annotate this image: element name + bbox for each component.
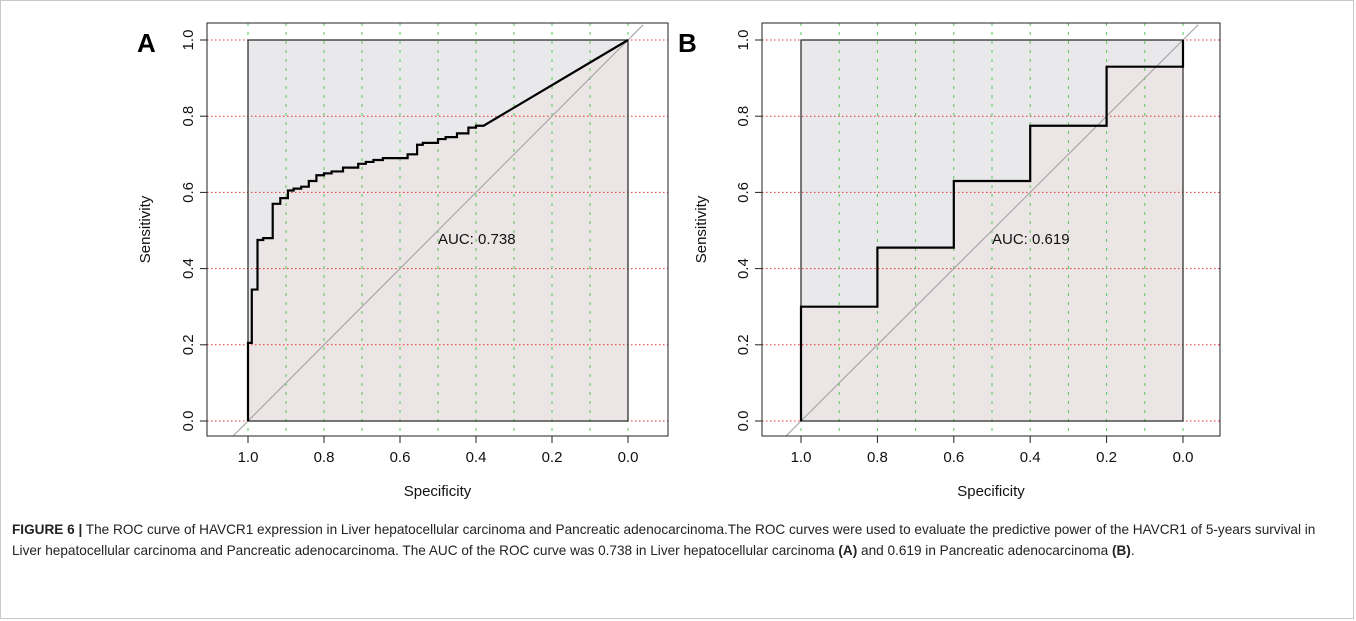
roc-curve xyxy=(799,40,1185,421)
x-axis-title: Specificity xyxy=(404,483,472,500)
roc-panel-a: 1.0 0.8 0.6 0.4 0.2 0.0 0.0 0.2 0.4 0.6 0.8 1.0 Spec… xyxy=(137,22,669,500)
x-tick-label: 0.4 xyxy=(466,449,487,466)
auc-annotation: AUC: 0.619 xyxy=(992,231,1070,248)
axes-frame xyxy=(761,22,1221,437)
y-tick-label: 0.4 xyxy=(735,258,752,279)
panel-label: B xyxy=(678,28,697,58)
x-tick-label: 0.0 xyxy=(1173,449,1194,466)
panel-label: A xyxy=(137,28,156,58)
x-tick-label: 0.6 xyxy=(943,449,964,466)
y-tick-label: 0.0 xyxy=(735,411,752,432)
caption-ref-b: (B) xyxy=(1111,543,1131,558)
y-tick-label: 0.8 xyxy=(180,106,197,127)
y-tick-label: 0.6 xyxy=(180,182,197,203)
y-tick-label: 0.6 xyxy=(735,182,752,203)
roc-curve xyxy=(246,39,629,421)
caption-text-2: and 0.619 in Pancreatic adenocarcinoma xyxy=(857,543,1112,558)
figure-caption: FIGURE 6 | The ROC curve of HAVCR1 expre… xyxy=(12,519,1340,561)
y-tick-label: 0.4 xyxy=(180,258,197,279)
plot-region-border xyxy=(800,39,1184,422)
y-tick-label: 0.0 xyxy=(180,411,197,432)
y-tick-label: 1.0 xyxy=(180,30,197,51)
diagonal-reference-line xyxy=(785,24,1199,437)
x-tick-label: 1.0 xyxy=(791,449,812,466)
plot-region-border xyxy=(247,39,629,422)
caption-text-3: . xyxy=(1130,543,1135,558)
x-tick-label: 0.2 xyxy=(1096,449,1117,466)
axes-frame xyxy=(206,22,669,437)
x-tick-label: 0.6 xyxy=(390,449,411,466)
x-tick-label: 0.0 xyxy=(618,449,639,466)
x-tick-label: 0.8 xyxy=(867,449,888,466)
x-tick-label: 0.2 xyxy=(542,449,563,466)
diagonal-reference-line xyxy=(232,24,644,437)
auc-annotation: AUC: 0.738 xyxy=(438,231,516,248)
x-tick-label: 0.4 xyxy=(1020,449,1041,466)
caption-text-1: The ROC curve of HAVCR1 expression in Li… xyxy=(12,522,1316,558)
x-axis-title: Specificity xyxy=(957,483,1025,500)
x-tick-label: 1.0 xyxy=(238,449,259,466)
y-axis-title: Sensitivity xyxy=(693,195,710,263)
y-tick-label: 0.2 xyxy=(735,334,752,355)
roc-figure: 1.0 0.8 0.6 0.4 0.2 0.0 0.0 0.2 0.4 0.6 0.8 1.0 Spec… xyxy=(137,22,1221,500)
x-tick-label: 0.8 xyxy=(314,449,335,466)
caption-ref-a: (A) xyxy=(838,543,858,558)
y-tick-label: 1.0 xyxy=(735,30,752,51)
roc-panel-b: 1.0 0.8 0.6 0.4 0.2 0.0 0.0 0.2 0.4 0.6 0.8 1.0 Spec… xyxy=(678,22,1221,500)
caption-label: FIGURE 6 | xyxy=(12,522,83,537)
y-tick-label: 0.2 xyxy=(180,334,197,355)
y-tick-label: 0.8 xyxy=(735,106,752,127)
y-axis-title: Sensitivity xyxy=(137,195,154,263)
